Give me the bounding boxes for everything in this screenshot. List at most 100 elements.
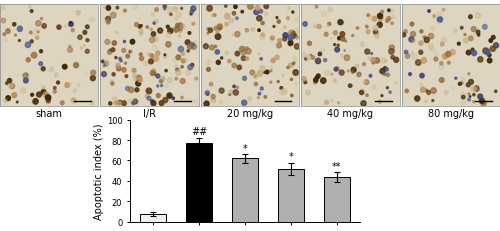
Circle shape <box>188 32 191 35</box>
Circle shape <box>214 15 216 17</box>
Circle shape <box>33 99 38 105</box>
Circle shape <box>90 76 96 81</box>
Circle shape <box>167 94 172 99</box>
Circle shape <box>207 28 210 31</box>
Circle shape <box>178 35 180 38</box>
Circle shape <box>229 91 232 94</box>
Circle shape <box>380 11 384 14</box>
Circle shape <box>350 85 353 88</box>
Circle shape <box>366 30 370 35</box>
Circle shape <box>4 39 6 42</box>
Circle shape <box>280 87 282 90</box>
Circle shape <box>348 71 350 73</box>
Circle shape <box>288 41 293 46</box>
Circle shape <box>36 93 42 97</box>
Circle shape <box>442 55 448 60</box>
Circle shape <box>175 78 178 81</box>
Circle shape <box>165 70 167 73</box>
Circle shape <box>122 68 126 73</box>
Circle shape <box>12 93 16 98</box>
Circle shape <box>460 27 463 30</box>
Circle shape <box>80 48 82 50</box>
Circle shape <box>62 65 67 70</box>
Circle shape <box>115 57 117 59</box>
Circle shape <box>152 70 156 74</box>
Circle shape <box>318 53 322 56</box>
Circle shape <box>34 33 37 37</box>
Circle shape <box>367 15 370 18</box>
Circle shape <box>20 89 26 94</box>
Circle shape <box>108 51 112 55</box>
Circle shape <box>154 56 159 62</box>
Circle shape <box>217 25 222 30</box>
Circle shape <box>446 52 451 58</box>
Circle shape <box>428 34 434 40</box>
Circle shape <box>174 65 178 68</box>
Circle shape <box>32 53 37 59</box>
Circle shape <box>54 91 56 94</box>
Circle shape <box>372 85 376 90</box>
Circle shape <box>70 22 71 24</box>
Circle shape <box>278 40 281 43</box>
Circle shape <box>246 49 251 55</box>
Circle shape <box>152 14 154 17</box>
Circle shape <box>118 102 121 106</box>
Circle shape <box>24 79 28 84</box>
Circle shape <box>140 26 142 27</box>
Circle shape <box>290 79 292 81</box>
Circle shape <box>301 53 306 58</box>
Circle shape <box>440 62 443 66</box>
Circle shape <box>194 100 198 103</box>
Circle shape <box>18 27 22 32</box>
Circle shape <box>185 41 190 46</box>
Circle shape <box>155 9 158 12</box>
Circle shape <box>434 58 438 62</box>
Circle shape <box>166 33 171 38</box>
Circle shape <box>378 17 383 21</box>
Circle shape <box>314 81 317 85</box>
Circle shape <box>245 48 248 51</box>
Bar <box>232 159 258 222</box>
Circle shape <box>276 18 278 19</box>
Circle shape <box>316 59 320 64</box>
Circle shape <box>12 24 16 27</box>
Circle shape <box>182 60 185 64</box>
Circle shape <box>216 31 218 34</box>
Circle shape <box>104 63 108 67</box>
Circle shape <box>389 10 394 14</box>
Circle shape <box>490 47 496 52</box>
Circle shape <box>2 7 6 11</box>
Circle shape <box>125 76 128 78</box>
Circle shape <box>258 97 259 99</box>
Circle shape <box>205 91 210 96</box>
Circle shape <box>250 29 254 32</box>
Circle shape <box>46 95 51 101</box>
Circle shape <box>232 13 235 16</box>
Circle shape <box>207 33 209 35</box>
Text: *: * <box>288 152 294 162</box>
Circle shape <box>372 17 376 22</box>
Circle shape <box>288 31 294 36</box>
Circle shape <box>289 64 293 68</box>
Circle shape <box>173 8 177 12</box>
Circle shape <box>412 53 414 55</box>
Text: sham: sham <box>36 109 62 119</box>
Circle shape <box>36 37 39 40</box>
Circle shape <box>138 26 141 29</box>
Circle shape <box>176 70 181 76</box>
Circle shape <box>28 7 31 9</box>
Circle shape <box>116 32 118 34</box>
Circle shape <box>458 83 461 86</box>
Circle shape <box>160 80 163 84</box>
Circle shape <box>385 68 388 72</box>
Circle shape <box>50 68 54 72</box>
Circle shape <box>311 56 314 60</box>
Circle shape <box>266 71 269 75</box>
Circle shape <box>288 35 294 41</box>
Circle shape <box>256 7 260 11</box>
Circle shape <box>204 45 208 49</box>
Circle shape <box>229 19 234 24</box>
Circle shape <box>270 67 272 69</box>
Circle shape <box>135 88 139 92</box>
Circle shape <box>468 16 472 20</box>
